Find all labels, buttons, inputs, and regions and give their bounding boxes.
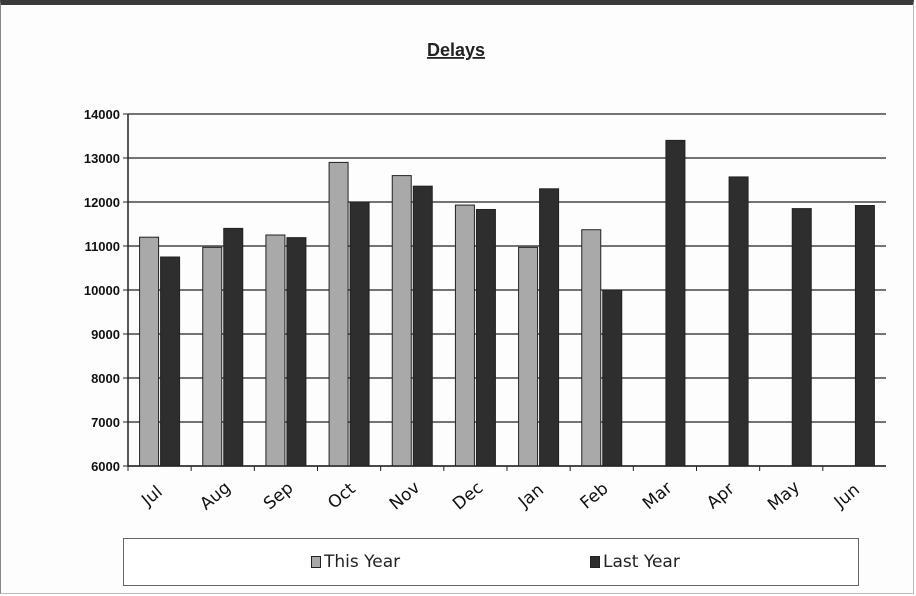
y-tick-label: 14000 [84,107,120,122]
y-tick-label: 10000 [84,283,120,298]
x-tick-label: Oct [324,479,360,513]
y-tick-label: 6000 [91,459,120,474]
bar-last-year-sep [286,237,307,467]
bar-last-year-aug [223,227,244,467]
x-axis-ticks: Jul Aug Sep Oct Nov Dec Jan Feb Mar Apr May Jun [137,477,863,515]
bar-last-year-jul [160,256,181,467]
bar-last-year-may [791,208,812,467]
legend-item-this-year: This Year [311,552,400,572]
bar-this-year-oct [328,161,349,467]
x-tick-label: Nov [386,478,424,515]
x-tick-label: Mar [639,478,676,514]
legend-label-last-year: Last Year [603,552,680,572]
x-tick-label: Sep [260,478,297,514]
bar-last-year-jun [854,205,875,467]
bar-this-year-nov [391,175,412,467]
bar-this-year-jul [139,236,160,467]
y-tick-label: 11000 [85,239,120,254]
legend-swatch-last-year [590,556,600,568]
bar-this-year-dec [454,204,475,467]
y-tick-label: 7000 [91,415,120,430]
bars [139,139,875,467]
x-tick-label: Jan [514,480,548,513]
y-tick-label: 9000 [91,327,120,342]
bar-last-year-oct [349,201,370,467]
bar-last-year-jan [539,188,560,467]
bar-this-year-sep [265,234,286,467]
legend: This Year Last Year [123,538,859,586]
y-tick-label: 8000 [91,371,120,386]
legend-swatch-this-year [311,556,321,568]
x-tick-label: Apr [703,479,738,513]
y-axis-ticks: 6000 7000 8000 9000 10000 11000 12000 13000 1400… [84,107,120,474]
bar-last-year-dec [475,208,496,467]
x-tick-label: Feb [577,479,613,514]
x-tick-label: May [764,477,804,515]
x-tick-label: Aug [196,478,234,515]
bar-this-year-jan [518,246,539,467]
bar-last-year-mar [665,139,686,467]
bar-last-year-feb [602,289,623,467]
chart-title: Delays [427,40,485,60]
x-tick-label: Jul [137,482,166,511]
legend-item-last-year: Last Year [590,552,680,572]
bar-this-year-feb [581,229,602,467]
bar-last-year-nov [412,185,433,467]
x-tick-label: Dec [449,478,487,514]
y-tick-label: 13000 [84,151,120,166]
y-tick-label: 12000 [84,195,120,210]
x-tick-label: Jun [830,480,864,513]
bar-this-year-aug [202,246,223,467]
legend-label-this-year: This Year [324,552,401,572]
bar-last-year-apr [728,176,749,467]
